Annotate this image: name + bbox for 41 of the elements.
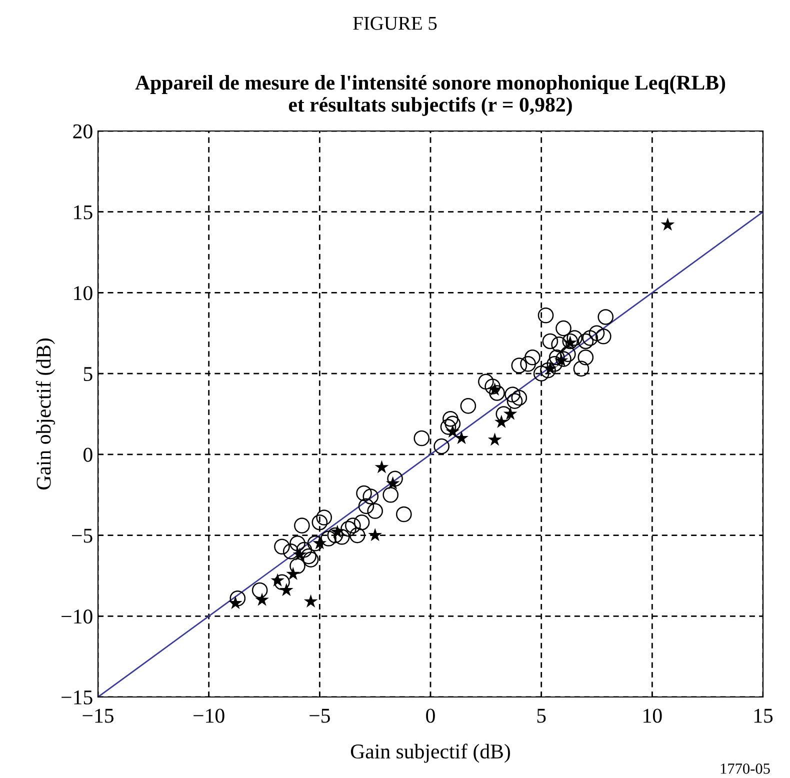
x-tick-label: 0 [426,708,435,723]
point [228,596,242,610]
point [488,432,502,446]
y-tick-label: 5 [84,367,92,382]
y-tick-label: 20 [73,124,92,138]
point [660,218,675,231]
point [446,424,460,438]
y-tick-label: 0 [84,448,92,462]
x-tick-label: 10 [644,708,662,723]
y-axis-title: Gain objectif (dB) [36,338,55,490]
x-tick-label: −10 [194,708,224,723]
point [488,382,502,396]
y-tick-label: −10 [62,610,92,624]
point [312,536,327,550]
chart-title: Appareil de mesure de l'intensité sonore monophonique Leq(RLB) et résultats subjectifs (r = 0,982) [135,75,726,116]
y-tick-label: 15 [74,205,92,220]
point [279,582,294,596]
point [368,528,382,542]
text: 1770-05 [720,764,770,774]
point [292,547,307,561]
point [454,430,468,444]
point [374,460,389,474]
point [543,361,558,375]
x-axis-title: Gain subjectif (dB) [350,744,510,763]
point [563,336,578,349]
point [270,573,284,586]
x-tick-label: −5 [310,708,330,723]
point [554,353,568,367]
caption: FIGURE 5 [353,16,437,30]
y-tick-label: −5 [72,528,92,543]
point [255,592,269,606]
point [330,524,344,538]
y-tick-label: −15 [62,690,92,704]
point [286,566,300,580]
x-tick-label: 15 [754,708,773,723]
x-tick-label: 5 [537,708,546,723]
point [304,594,318,608]
point [494,414,508,428]
point [386,476,400,490]
point [503,406,518,420]
y-tick-label: 10 [74,286,92,300]
